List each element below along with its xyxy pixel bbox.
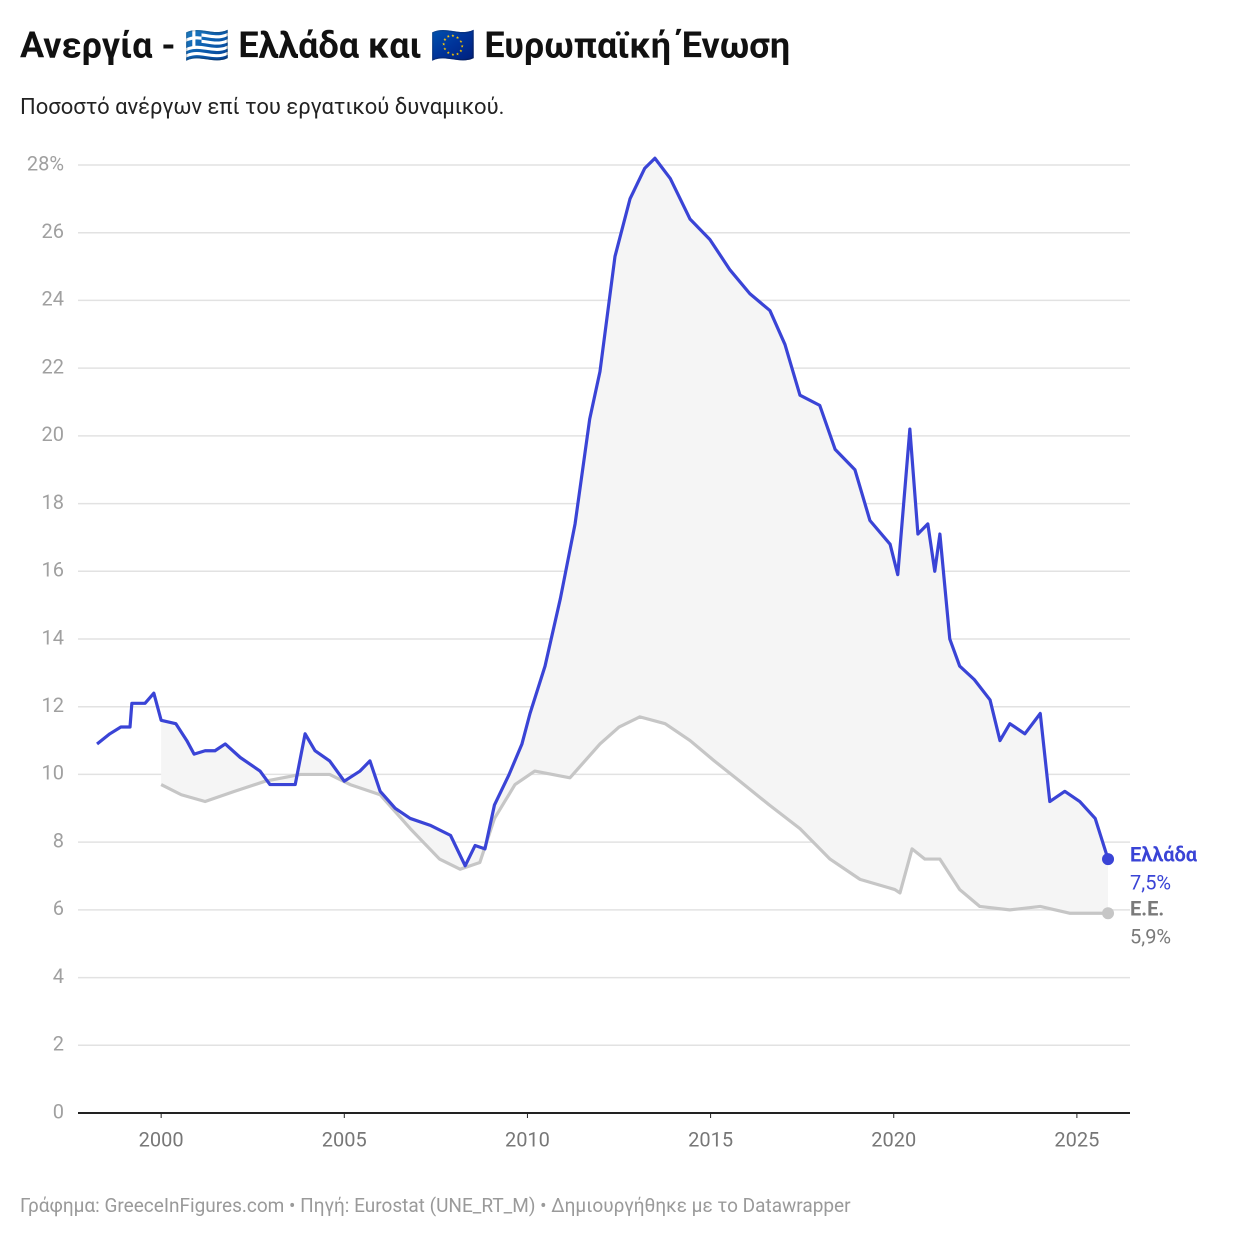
series-line xyxy=(160,715,1109,915)
y-tick-label: 20 xyxy=(42,422,64,446)
y-tick-label: 8 xyxy=(53,828,64,852)
series-label: Ε.Ε. xyxy=(1130,897,1164,921)
chart-title: Ανεργία - 🇬🇷 Ελλάδα και 🇪🇺 Ευρωπαϊκή Ένω… xyxy=(20,25,790,67)
y-tick-label: 4 xyxy=(53,964,64,988)
y-tick-label: 28% xyxy=(27,151,64,175)
value-label: 5,9% xyxy=(1130,925,1171,949)
y-tick-label: 26 xyxy=(42,219,64,243)
y-tick-label: 12 xyxy=(42,693,64,717)
x-tick-label: 2020 xyxy=(871,1127,916,1151)
y-tick-label: 14 xyxy=(42,625,64,649)
series-line xyxy=(96,156,1110,868)
y-tick-label: 22 xyxy=(42,354,64,378)
y-tick-label: 10 xyxy=(42,761,64,785)
gap-area xyxy=(161,158,1109,914)
x-tick-label: 2015 xyxy=(688,1127,733,1151)
chart-subtitle: Ποσοστό ανέργων επί του εργατικού δυναμι… xyxy=(20,95,504,120)
end-marker xyxy=(1102,853,1115,866)
value-label: 7,5% xyxy=(1130,870,1171,894)
series-label: Ελλάδα xyxy=(1130,842,1198,866)
y-tick-label: 16 xyxy=(42,558,64,582)
end-marker xyxy=(1102,907,1115,920)
x-tick-label: 2010 xyxy=(505,1127,550,1151)
y-tick-label: 24 xyxy=(42,287,64,311)
x-tick-label: 2000 xyxy=(139,1127,184,1151)
footer: Γράφημα: GreeceInFigures.com • Πηγή: Eur… xyxy=(20,1194,851,1217)
y-tick-label: 2 xyxy=(53,1032,64,1056)
x-tick-label: 2025 xyxy=(1054,1127,1099,1151)
y-tick-label: 18 xyxy=(42,490,64,514)
x-tick-label: 2005 xyxy=(322,1127,367,1151)
y-tick-label: 6 xyxy=(53,896,64,920)
y-tick-label: 0 xyxy=(53,1099,64,1123)
